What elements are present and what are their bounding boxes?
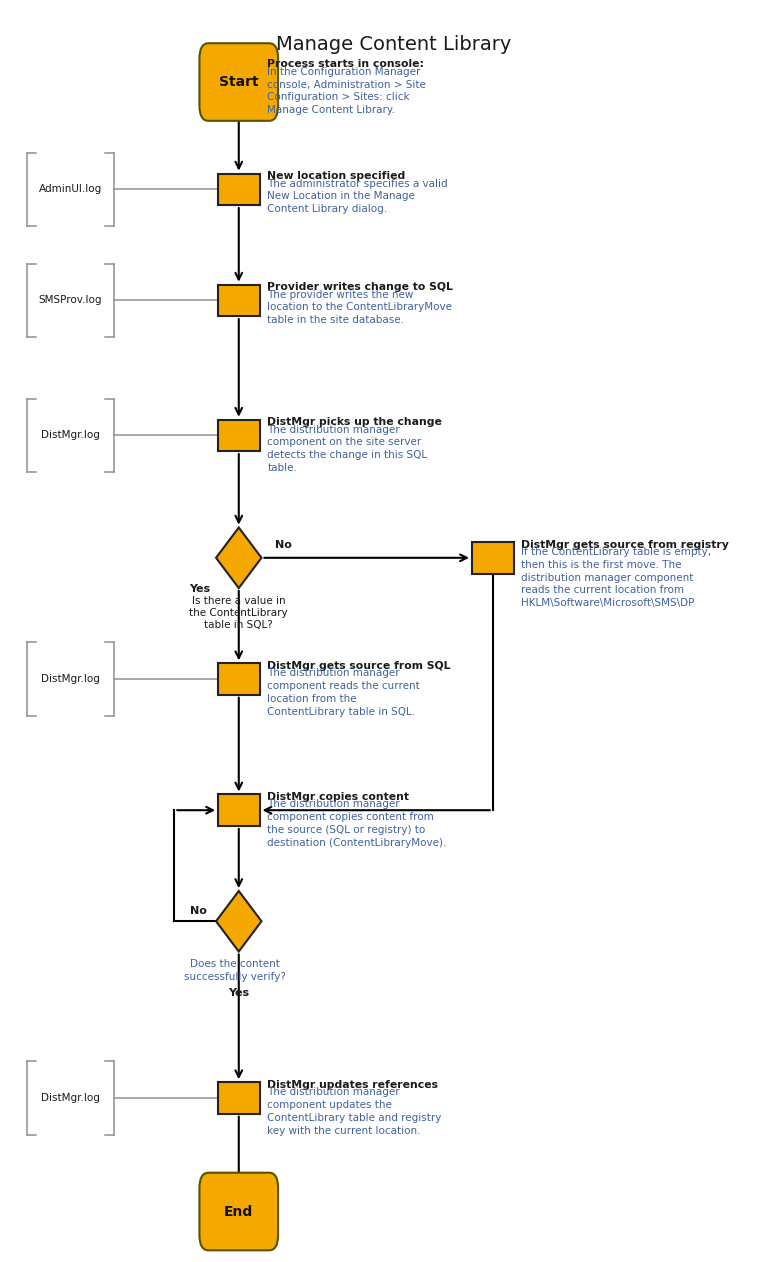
- Text: SMSProv.log: SMSProv.log: [39, 295, 102, 305]
- Text: Is there a value in
the ContentLibrary
table in SQL?: Is there a value in the ContentLibrary t…: [190, 596, 288, 631]
- Text: Manage Content Library: Manage Content Library: [277, 35, 512, 54]
- Bar: [218, 1082, 259, 1113]
- Text: Start: Start: [219, 74, 258, 90]
- FancyBboxPatch shape: [199, 43, 278, 121]
- Text: New location specified: New location specified: [268, 170, 406, 180]
- Text: The distribution manager
component on the site server
detects the change in this: The distribution manager component on th…: [268, 424, 428, 473]
- Text: The distribution manager
component updates the
ContentLibrary table and registry: The distribution manager component updat…: [268, 1087, 442, 1136]
- Bar: [471, 541, 514, 573]
- Bar: [218, 174, 259, 204]
- Text: No: No: [190, 906, 207, 916]
- Text: DistMgr picks up the change: DistMgr picks up the change: [268, 416, 442, 427]
- Text: DistMgr updates references: DistMgr updates references: [268, 1079, 438, 1089]
- Text: If the ContentLibrary table is empty,
then this is the first move. The
distribut: If the ContentLibrary table is empty, th…: [522, 548, 711, 608]
- FancyBboxPatch shape: [199, 1172, 278, 1251]
- Text: DistMgr.log: DistMgr.log: [41, 1093, 99, 1103]
- Polygon shape: [216, 528, 262, 588]
- Text: The distribution manager
component reads the current
location from the
ContentLi: The distribution manager component reads…: [268, 668, 420, 717]
- Text: The distribution manager
component copies content from
the source (SQL or regist: The distribution manager component copie…: [268, 800, 446, 848]
- Text: The provider writes the new
location to the ContentLibraryMove
table in the site: The provider writes the new location to …: [268, 290, 453, 326]
- Bar: [218, 284, 259, 316]
- Text: DistMgr gets source from SQL: DistMgr gets source from SQL: [268, 660, 451, 670]
- Bar: [218, 419, 259, 451]
- Text: Yes: Yes: [228, 988, 249, 998]
- Text: End: End: [224, 1204, 253, 1219]
- Text: In the Configuration Manager
console, Administration > Site
Configuration > Site: In the Configuration Manager console, Ad…: [268, 67, 426, 115]
- Text: No: No: [275, 540, 292, 550]
- Bar: [218, 663, 259, 694]
- Text: Provider writes change to SQL: Provider writes change to SQL: [268, 283, 453, 292]
- Text: The administrator specifies a valid
New Location in the Manage
Content Library d: The administrator specifies a valid New …: [268, 179, 448, 215]
- Text: DistMgr.log: DistMgr.log: [41, 674, 99, 684]
- Text: Does the content
successfully verify?: Does the content successfully verify?: [184, 959, 286, 982]
- Text: DistMgr.log: DistMgr.log: [41, 430, 99, 440]
- Text: DistMgr gets source from registry: DistMgr gets source from registry: [522, 540, 729, 549]
- Text: Process starts in console:: Process starts in console:: [268, 59, 424, 69]
- Text: DistMgr copies content: DistMgr copies content: [268, 793, 409, 801]
- Polygon shape: [216, 891, 262, 952]
- Text: AdminUI.log: AdminUI.log: [39, 184, 102, 194]
- Bar: [218, 795, 259, 827]
- Text: Yes: Yes: [189, 584, 210, 594]
